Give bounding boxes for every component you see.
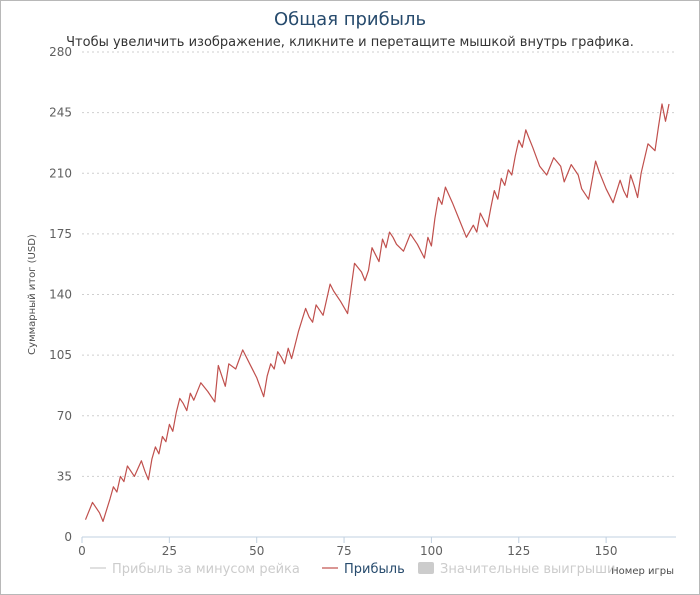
y-tick-label: 280 xyxy=(49,45,72,59)
x-tick-label: 0 xyxy=(78,544,86,558)
chart-title: Общая прибыль xyxy=(273,9,427,30)
y-tick-label: 175 xyxy=(49,227,72,241)
y-tick-label: 245 xyxy=(49,106,72,120)
x-tick-label: 25 xyxy=(162,544,177,558)
x-tick-label: 50 xyxy=(249,544,264,558)
x-tick-label: 150 xyxy=(595,544,618,558)
y-tick-label: 35 xyxy=(57,469,72,483)
y-axis-title: Суммарный итог (USD) xyxy=(27,234,38,355)
y-tick-label: 0 xyxy=(64,530,72,544)
chart-subtitle: Чтобы увеличить изображение, кликните и … xyxy=(66,35,634,50)
legend-item-label[interactable]: Прибыль за минусом рейка xyxy=(112,562,300,577)
series-line-profit[interactable] xyxy=(84,103,670,523)
legend-item-label[interactable]: Значительные выигрыши xyxy=(440,562,615,577)
x-axis-title: Номер игры xyxy=(611,566,674,577)
x-tick-label: 125 xyxy=(507,544,530,558)
legend-symbol[interactable] xyxy=(418,562,434,574)
legend-item-label[interactable]: Прибыль xyxy=(344,562,405,577)
y-tick-label: 210 xyxy=(49,166,72,180)
x-tick-label: 100 xyxy=(420,544,443,558)
y-tick-label: 105 xyxy=(49,348,72,362)
y-tick-label: 70 xyxy=(57,409,72,423)
y-tick-label: 140 xyxy=(49,288,72,302)
x-tick-label: 75 xyxy=(336,544,351,558)
